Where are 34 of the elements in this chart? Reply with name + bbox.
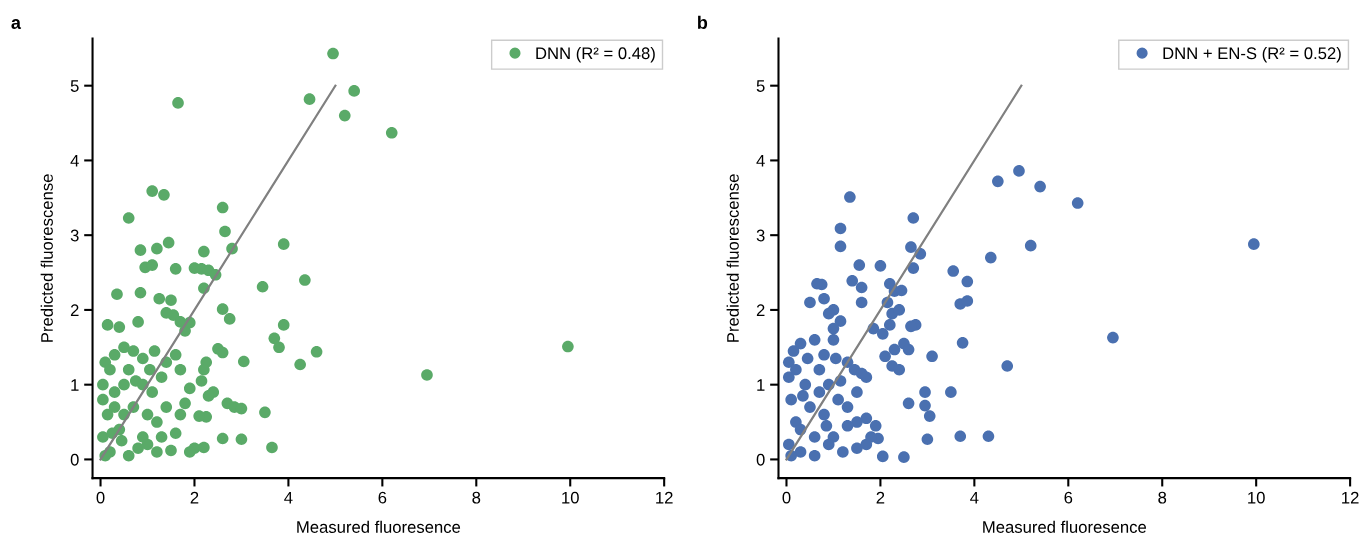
x-tick-label: 8 bbox=[472, 491, 481, 504]
x-tick-label: 2 bbox=[190, 491, 199, 504]
x-tick-label: 10 bbox=[1248, 491, 1265, 504]
legend-label: DNN (R² = 0.48) bbox=[536, 46, 655, 63]
y-tick-label: 4 bbox=[756, 155, 765, 167]
x-tick-label: 8 bbox=[1158, 491, 1167, 504]
y-tick-label: 3 bbox=[70, 229, 79, 242]
x-tick-label: 6 bbox=[378, 491, 387, 504]
y-tick-label: 5 bbox=[70, 80, 79, 92]
x-axis-title: Measured fluoresence bbox=[297, 520, 461, 533]
x-tick-label: 4 bbox=[970, 491, 979, 504]
x-tick-label: 10 bbox=[562, 491, 579, 504]
y-tick-label: 1 bbox=[71, 379, 79, 391]
chart-title: a bbox=[11, 19, 22, 29]
x-tick-label: 12 bbox=[656, 491, 673, 504]
x-tick-label: 0 bbox=[96, 491, 105, 504]
x-tick-label: 0 bbox=[782, 491, 791, 504]
y-tick-label: 0 bbox=[70, 453, 79, 466]
x-tick-label: 6 bbox=[1064, 491, 1073, 504]
chart-title: b bbox=[698, 15, 708, 29]
x-tick-label: 4 bbox=[284, 491, 293, 504]
y-tick-label: 2 bbox=[756, 304, 765, 316]
y-axis-title: Predicted fluorescense bbox=[40, 174, 53, 342]
x-tick-label: 12 bbox=[1342, 491, 1359, 504]
y-tick-label: 1 bbox=[757, 379, 765, 391]
x-axis-title: Measured fluoresence bbox=[983, 520, 1147, 533]
legend-label: DNN + EN-S (R² = 0.52) bbox=[1163, 46, 1341, 63]
y-tick-label: 4 bbox=[70, 155, 79, 167]
y-tick-label: 0 bbox=[756, 453, 765, 466]
y-tick-label: 2 bbox=[70, 304, 79, 316]
y-tick-label: 5 bbox=[756, 80, 765, 92]
y-axis-title: Predicted fluorescense bbox=[726, 174, 739, 342]
y-tick-label: 3 bbox=[756, 229, 765, 242]
x-tick-label: 2 bbox=[876, 491, 885, 504]
